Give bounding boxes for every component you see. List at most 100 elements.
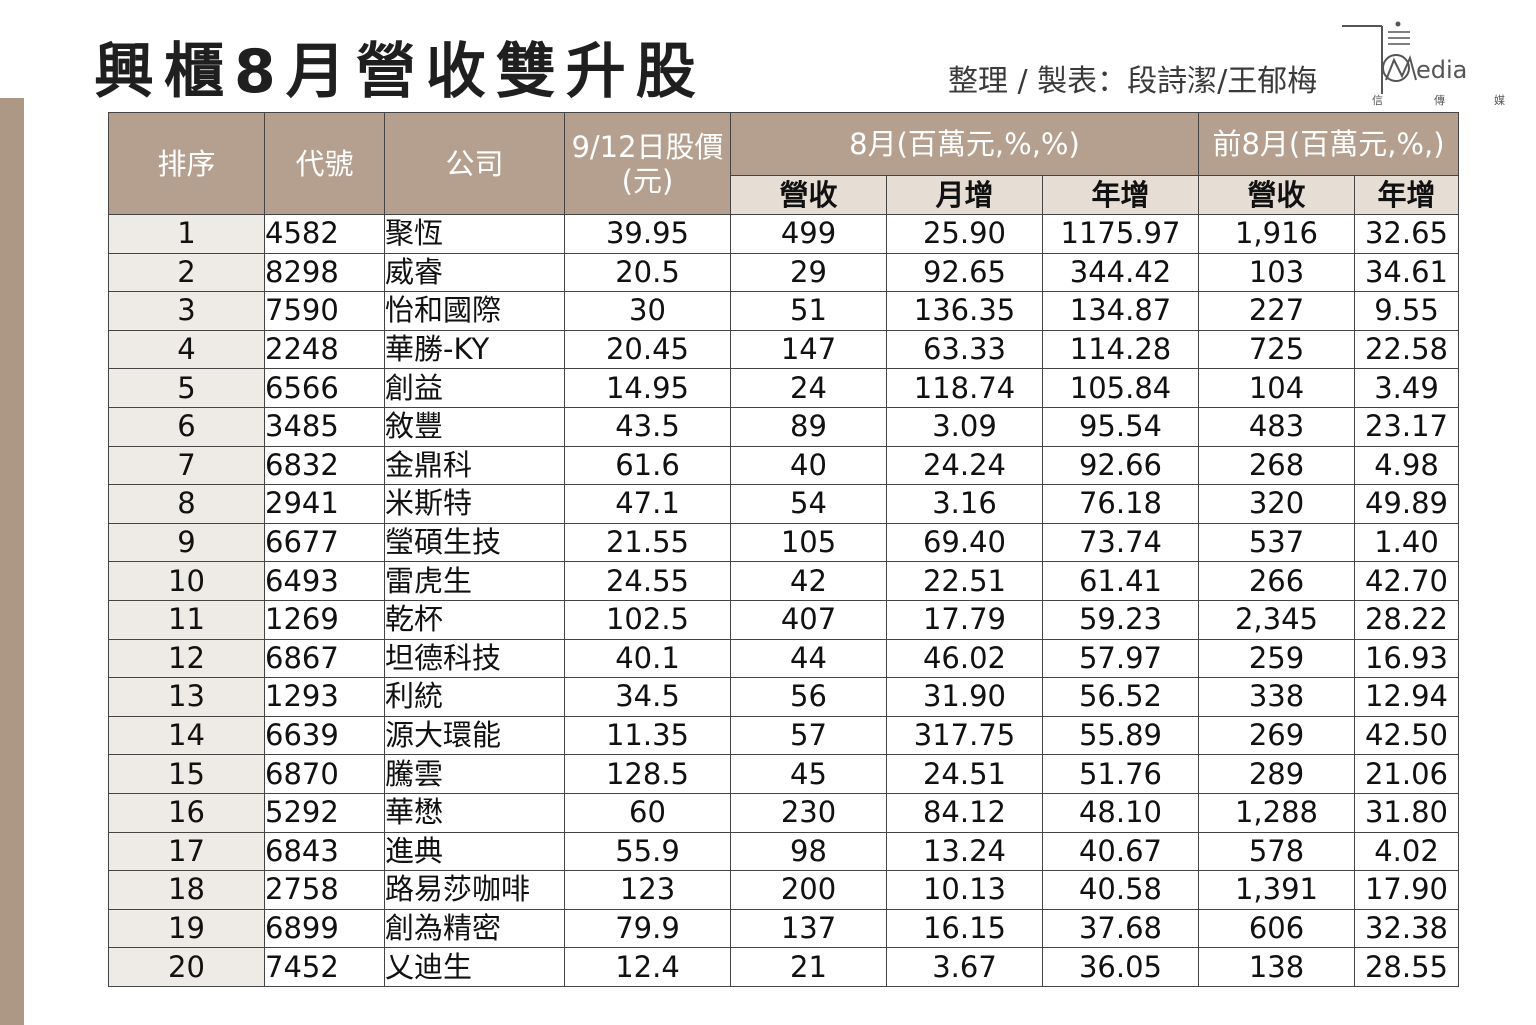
rank-cell: 16 xyxy=(108,792,265,833)
price-cell: 102.5 xyxy=(564,599,731,640)
table-row: 8 2941 米斯特 47.1 54 3.16 76.18 320 49.89 xyxy=(108,484,1459,524)
aug-mom-cell: 3.16 xyxy=(886,484,1043,524)
aug-revenue-cell: 42 xyxy=(730,561,887,601)
credit-line: 整理 / 製表：段詩潔/王郁梅 xyxy=(948,64,1318,99)
rank-cell: 4 xyxy=(108,329,265,370)
ytd-yoy-cell: 1.40 xyxy=(1354,522,1459,563)
ytd-revenue-cell: 268 xyxy=(1198,445,1355,486)
ytd-revenue-cell: 338 xyxy=(1198,677,1355,717)
code-cell: 6832 xyxy=(264,445,385,486)
aug-yoy-cell: 51.76 xyxy=(1042,754,1199,794)
company-cell: 路易莎咖啡 xyxy=(384,870,565,910)
aug-revenue-cell: 89 xyxy=(730,406,887,447)
company-cell: 敘豐 xyxy=(384,406,565,447)
aug-yoy-cell: 134.87 xyxy=(1042,291,1199,331)
company-cell: 利統 xyxy=(384,677,565,717)
code-cell: 2941 xyxy=(264,484,385,524)
header-aug-mom: 月增 xyxy=(886,175,1043,215)
rank-cell: 17 xyxy=(108,831,265,872)
header-rank: 排序 xyxy=(108,112,265,215)
rank-cell: 2 xyxy=(108,252,265,293)
price-cell: 12.4 xyxy=(564,947,731,987)
aug-mom-cell: 118.74 xyxy=(886,368,1043,408)
aug-revenue-cell: 230 xyxy=(730,792,887,833)
ytd-yoy-cell: 31.80 xyxy=(1354,792,1459,833)
table-row: 19 6899 創為精密 79.9 137 16.15 37.68 606 32.38 xyxy=(108,908,1459,949)
price-cell: 21.55 xyxy=(564,522,731,563)
rank-cell: 3 xyxy=(108,291,265,331)
header-group-aug: 8月(百萬元,%,%) xyxy=(730,112,1199,176)
company-cell: 華勝-KY xyxy=(384,329,565,370)
price-cell: 20.5 xyxy=(564,252,731,293)
aug-yoy-cell: 56.52 xyxy=(1042,677,1199,717)
aug-yoy-cell: 40.58 xyxy=(1042,870,1199,910)
aug-yoy-cell: 40.67 xyxy=(1042,831,1199,872)
aug-mom-cell: 136.35 xyxy=(886,291,1043,331)
code-cell: 1293 xyxy=(264,677,385,717)
company-cell: 創益 xyxy=(384,368,565,408)
company-cell: 進典 xyxy=(384,831,565,872)
rank-cell: 1 xyxy=(108,214,265,254)
ytd-yoy-cell: 3.49 xyxy=(1354,368,1459,408)
company-cell: 創為精密 xyxy=(384,908,565,949)
ytd-revenue-cell: 725 xyxy=(1198,329,1355,370)
ytd-yoy-cell: 32.65 xyxy=(1354,214,1459,254)
table-row: 12 6867 坦德科技 40.1 44 46.02 57.97 259 16.93 xyxy=(108,638,1459,679)
ytd-yoy-cell: 34.61 xyxy=(1354,252,1459,293)
ytd-revenue-cell: 578 xyxy=(1198,831,1355,872)
aug-mom-cell: 10.13 xyxy=(886,870,1043,910)
code-cell: 6493 xyxy=(264,561,385,601)
ytd-yoy-cell: 23.17 xyxy=(1354,406,1459,447)
aug-revenue-cell: 56 xyxy=(730,677,887,717)
company-cell: 騰雲 xyxy=(384,754,565,794)
ytd-yoy-cell: 17.90 xyxy=(1354,870,1459,910)
price-cell: 39.95 xyxy=(564,214,731,254)
price-cell: 55.9 xyxy=(564,831,731,872)
aug-yoy-cell: 73.74 xyxy=(1042,522,1199,563)
code-cell: 6867 xyxy=(264,638,385,679)
table-row: 11 1269 乾杯 102.5 407 17.79 59.23 2,345 28.22 xyxy=(108,599,1459,640)
aug-yoy-cell: 48.10 xyxy=(1042,792,1199,833)
aug-mom-cell: 13.24 xyxy=(886,831,1043,872)
rank-cell: 6 xyxy=(108,406,265,447)
company-cell: 乂迪生 xyxy=(384,947,565,987)
table-row: 18 2758 路易莎咖啡 123 200 10.13 40.58 1,391 17.90 xyxy=(108,870,1459,910)
ytd-yoy-cell: 42.50 xyxy=(1354,715,1459,756)
ytd-yoy-cell: 28.22 xyxy=(1354,599,1459,640)
rank-cell: 13 xyxy=(108,677,265,717)
aug-revenue-cell: 98 xyxy=(730,831,887,872)
company-cell: 雷虎生 xyxy=(384,561,565,601)
price-cell: 61.6 xyxy=(564,445,731,486)
aug-revenue-cell: 40 xyxy=(730,445,887,486)
rank-cell: 19 xyxy=(108,908,265,949)
header-aug-revenue: 營收 xyxy=(730,175,887,215)
rank-cell: 10 xyxy=(108,561,265,601)
aug-mom-cell: 63.33 xyxy=(886,329,1043,370)
table-row: 7 6832 金鼎科 61.6 40 24.24 92.66 268 4.98 xyxy=(108,445,1459,486)
price-cell: 20.45 xyxy=(564,329,731,370)
aug-revenue-cell: 407 xyxy=(730,599,887,640)
company-cell: 坦德科技 xyxy=(384,638,565,679)
code-cell: 1269 xyxy=(264,599,385,640)
aug-yoy-cell: 1175.97 xyxy=(1042,214,1199,254)
aug-mom-cell: 24.51 xyxy=(886,754,1043,794)
code-cell: 6843 xyxy=(264,831,385,872)
ytd-yoy-cell: 4.98 xyxy=(1354,445,1459,486)
cmedia-logo-mark: edia 信 傳 媒 xyxy=(1342,21,1505,107)
aug-revenue-cell: 200 xyxy=(730,870,887,910)
revenue-table: 排序 代號 公司 9/12日股價(元) 8月(百萬元,%,%) 前8月(百萬元,… xyxy=(108,112,1459,987)
price-cell: 123 xyxy=(564,870,731,910)
ytd-yoy-cell: 49.89 xyxy=(1354,484,1459,524)
aug-revenue-cell: 51 xyxy=(730,291,887,331)
price-cell: 43.5 xyxy=(564,406,731,447)
table-body: 1 4582 聚恆 39.95 499 25.90 1175.97 1,916 32.65 2 82… xyxy=(108,214,1459,987)
price-cell: 128.5 xyxy=(564,754,731,794)
table-row: 14 6639 源大環能 11.35 57 317.75 55.89 269 42.50 xyxy=(108,715,1459,756)
aug-revenue-cell: 147 xyxy=(730,329,887,370)
aug-mom-cell: 17.79 xyxy=(886,599,1043,640)
price-cell: 24.55 xyxy=(564,561,731,601)
aug-revenue-cell: 45 xyxy=(730,754,887,794)
ytd-revenue-cell: 138 xyxy=(1198,947,1355,987)
company-cell: 米斯特 xyxy=(384,484,565,524)
code-cell: 3485 xyxy=(264,406,385,447)
